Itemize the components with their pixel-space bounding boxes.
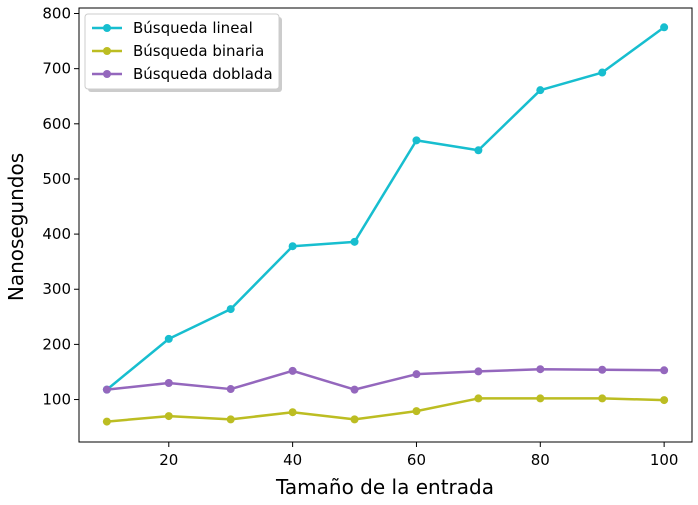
data-point — [660, 23, 669, 32]
legend-label: Búsqueda lineal — [133, 19, 253, 37]
data-point — [412, 136, 421, 145]
legend-label: Búsqueda binaria — [133, 42, 264, 60]
legend-marker — [103, 24, 111, 32]
legend-box — [84, 13, 280, 90]
data-point — [288, 242, 297, 251]
legend: Búsqueda lineal Búsqueda binaria Búsqueda … — [84, 13, 282, 92]
y-tick-label: 600 — [42, 115, 71, 133]
data-point — [288, 408, 297, 417]
data-point — [660, 396, 669, 405]
y-tick-label: 200 — [42, 335, 71, 353]
series-2 — [102, 394, 669, 426]
data-point — [102, 417, 111, 426]
data-point — [660, 366, 669, 375]
data-point — [412, 407, 421, 416]
data-point — [164, 334, 173, 343]
y-tick-label: 400 — [42, 225, 71, 243]
data-point — [598, 394, 607, 403]
data-point — [598, 365, 607, 374]
x-axis-title: Tamaño de la entrada — [275, 475, 494, 499]
data-point — [474, 394, 483, 403]
y-tick-label: 300 — [42, 280, 71, 298]
x-tick-label: 80 — [531, 451, 550, 469]
data-point — [164, 378, 173, 387]
data-point — [226, 415, 235, 424]
y-axis-title: Nanosegundos — [4, 153, 28, 301]
series-1 — [102, 23, 669, 394]
y-tick-label: 800 — [42, 5, 71, 23]
data-point — [350, 415, 359, 424]
y-tick-label: 500 — [42, 170, 71, 188]
data-point — [288, 366, 297, 375]
series-line — [106, 26, 665, 391]
y-axis: 100 200 300 400 500 600 700 800 — [42, 5, 79, 409]
data-point — [226, 305, 235, 314]
series-line — [106, 397, 665, 423]
series-layer — [102, 23, 669, 426]
x-tick-label: 60 — [407, 451, 426, 469]
legend-marker — [103, 47, 111, 55]
y-tick-label: 700 — [42, 60, 71, 78]
data-point — [350, 237, 359, 246]
x-tick-label: 20 — [159, 451, 178, 469]
data-point — [536, 365, 545, 374]
x-axis: 20 40 60 80 100 — [159, 442, 678, 469]
data-point — [536, 394, 545, 403]
x-tick-label: 100 — [650, 451, 679, 469]
data-point — [474, 146, 483, 155]
data-point — [102, 385, 111, 394]
data-point — [164, 412, 173, 421]
data-point — [474, 367, 483, 376]
data-point — [598, 68, 607, 77]
data-point — [350, 385, 359, 394]
y-tick-label: 100 — [42, 391, 71, 409]
data-point — [536, 86, 545, 95]
data-point — [412, 370, 421, 379]
series-line — [106, 367, 665, 391]
x-tick-label: 40 — [283, 451, 302, 469]
legend-label: Búsqueda doblada — [133, 65, 273, 83]
legend-marker — [103, 70, 111, 78]
data-point — [226, 385, 235, 394]
series-3 — [102, 365, 669, 394]
